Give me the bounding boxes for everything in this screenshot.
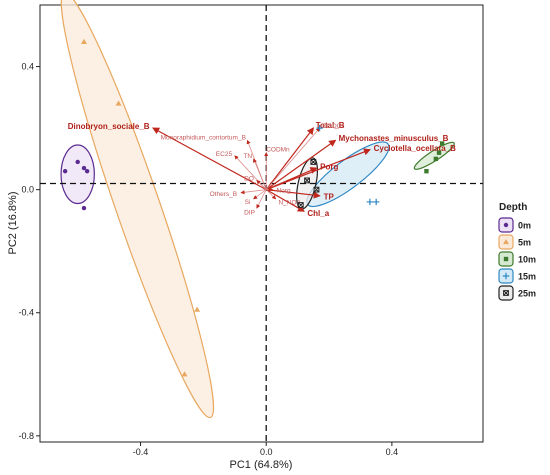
- point-5m-3: [194, 306, 201, 312]
- arrow-ec25: [234, 155, 267, 190]
- reference-lines: [40, 5, 483, 442]
- point-25m-2: [313, 186, 320, 193]
- arrow-porg: [265, 167, 318, 191]
- point-0m-3: [81, 165, 87, 171]
- arrow-others-b: [240, 189, 267, 195]
- arrow-label-tn: TN: [243, 153, 252, 160]
- arrow-label-n-no3: N_NO3: [278, 200, 300, 207]
- arrow-tp: [266, 189, 321, 199]
- arrow-label-porg: Porg: [320, 163, 338, 172]
- legend-marker-25m: [503, 290, 509, 296]
- legend-marker-10m: [503, 256, 509, 262]
- y-axis-title: PC2 (16.8%): [7, 192, 19, 255]
- legend: Depth 0m 5m 10m 15m 25m: [498, 202, 536, 301]
- arrow-label-cyclotella-ocellata-b: Cyclotella_ocellata_B: [374, 144, 456, 153]
- point-10m-3: [439, 141, 445, 146]
- point-25m-4: [297, 202, 304, 208]
- y-tick-label: 0.4: [21, 62, 34, 72]
- point-25m-1: [310, 159, 317, 165]
- point-5m-2: [115, 100, 122, 106]
- legend-label-0m: 0m: [518, 221, 531, 231]
- sample-points: [62, 38, 445, 377]
- arrow-chl-a: [265, 189, 305, 212]
- point-15m-2: [372, 198, 380, 206]
- legend-marker-15m: [502, 272, 510, 280]
- point-15m-1: [366, 198, 374, 206]
- point-0m-5: [81, 205, 87, 211]
- arrow-codcr: [265, 127, 321, 190]
- arrow-label-codmn: CODMn: [266, 147, 290, 154]
- legend-label-25m: 25m: [518, 289, 536, 299]
- arrow-label-si: Si: [245, 199, 251, 206]
- plot-panel: [39, 4, 484, 443]
- x-tick-label: 0.4: [386, 447, 399, 457]
- legend-marker-0m: [503, 222, 509, 228]
- point-0m-2: [75, 159, 80, 165]
- arrow-n-no3: [265, 189, 277, 200]
- point-10m-2: [433, 156, 439, 162]
- x-tick-label: -0.4: [133, 447, 149, 457]
- arrow-label-dip: DIP: [244, 210, 255, 217]
- point-15m-3: [316, 124, 323, 132]
- arrow-dinobryon-sociale-b: [152, 127, 267, 191]
- legend-label-5m: 5m: [518, 238, 531, 248]
- arrow-label-total-b: Total_B: [316, 121, 345, 130]
- arrow-si: [253, 189, 267, 200]
- confidence-ellipses: [60, 0, 455, 419]
- arrow-do: [256, 179, 267, 190]
- arrow-label-dinobryon-sociale-b: Dinobryon_sociale_B: [68, 122, 150, 131]
- point-0m-1: [62, 168, 68, 174]
- legend-title: Depth: [499, 202, 527, 213]
- arrow-cyclotella-ocellata-b: [265, 148, 372, 191]
- x-tick-label: 0.0: [260, 447, 273, 457]
- arrow-mychonastes-minusculus-b: [265, 139, 337, 191]
- y-tick-label: -0.4: [18, 308, 34, 318]
- y-tick-label: -0.8: [18, 431, 34, 441]
- arrow-label-codcr: CODCr: [322, 123, 344, 130]
- arrow-dip: [256, 189, 267, 209]
- point-10m-4: [436, 150, 442, 155]
- point-10m-1: [424, 168, 429, 174]
- legend-label-10m: 10m: [518, 255, 536, 265]
- arrow-label-others-b: Others_B: [210, 191, 237, 198]
- arrow-label-mychonastes-minusculus-b: Mychonastes_minusculus_B: [339, 134, 449, 143]
- point-5m-4: [181, 371, 188, 377]
- loading-arrows: Dinobryon_sociale_B Total_B Mychonastes_mi…: [68, 121, 456, 218]
- arrow-tn: [253, 158, 267, 190]
- legend-label-15m: 15m: [518, 272, 536, 282]
- arrow-label-monoraphidium-contortum-b: Monoraphidium_contortum_B: [161, 135, 246, 142]
- arrow-total-b: [265, 127, 315, 191]
- legend-marker-5m: [503, 239, 509, 245]
- ellipse-0m: [60, 144, 95, 205]
- arrow-label-norg: Norg: [276, 188, 290, 195]
- x-axis-title: PC1 (64.8%): [230, 459, 293, 471]
- point-5m-1: [80, 38, 87, 45]
- y-tick-label: 0.0: [21, 185, 34, 195]
- point-25m-3: [304, 177, 310, 184]
- ellipse-5m: [60, 0, 215, 419]
- axes: -0.4 0.0 0.4 -0.8 -0.4 0.0 0.4: [18, 62, 398, 457]
- arrow-label-ec25: EC25: [216, 151, 233, 158]
- arrow-label-do: DO: [244, 176, 254, 183]
- arrow-label-chl-a: Chl_a: [307, 209, 329, 218]
- point-0m-4: [84, 168, 90, 174]
- arrow-label-tp: TP: [324, 192, 335, 201]
